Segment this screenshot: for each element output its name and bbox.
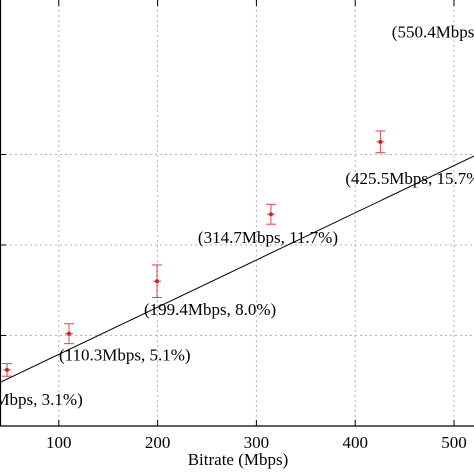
plot-axes [0,0,474,427]
x-tick-label: 500 [441,433,467,452]
point-label: (110.3Mbps, 5.1%) [59,346,191,365]
point-labels: (47.6Mbps, 3.1%) (110.3Mbps, 5.1%) (199.4M… [0,22,474,408]
data-points [2,130,386,377]
data-point [268,212,273,217]
point-label: (314.7Mbps, 11.7%) [198,228,338,247]
data-point [155,279,160,284]
x-axis-title: Bitrate (Mbps) [188,450,289,469]
point-label: (425.5Mbps, 15.7%) [345,169,474,188]
x-tick-label: 100 [46,433,72,452]
x-tick-label: 300 [244,433,270,452]
fit-line-group [0,155,474,384]
point-label: (550.4Mbps, 2 [392,22,474,41]
grid-lines [0,0,474,426]
tick-labels: 100 200 300 400 500 [46,433,467,452]
x-tick-label: 400 [342,433,368,452]
data-point [378,139,383,144]
point-label: (199.4Mbps, 8.0%) [144,300,276,319]
x-tick-label: 200 [145,433,171,452]
point-label: (47.6Mbps, 3.1%) [0,390,83,409]
data-point [5,367,10,372]
fit-line [0,155,474,384]
data-point [66,331,71,336]
